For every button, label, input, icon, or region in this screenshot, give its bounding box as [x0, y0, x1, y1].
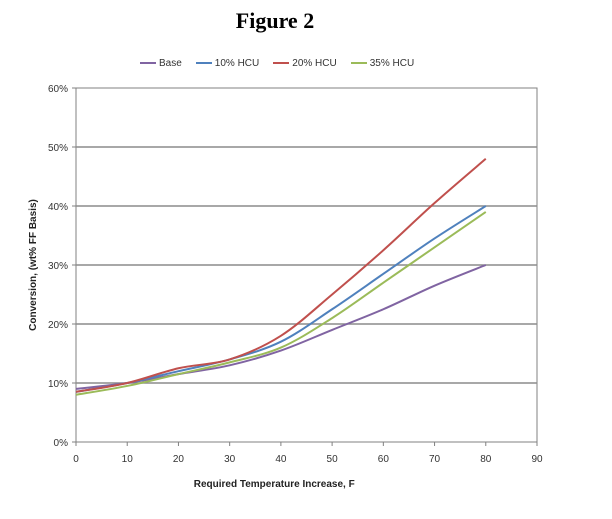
legend-swatch [195, 62, 212, 65]
legend-item-20-hcu: 20% HCU [273, 58, 337, 69]
x-tick-label: 10 [122, 454, 134, 465]
y-tick-label: 40% [48, 202, 68, 213]
legend-label: 20% HCU [292, 58, 337, 69]
series-line-35-hcu [75, 211, 487, 396]
legend-item-35-hcu: 35% HCU [350, 58, 415, 69]
x-tick-label: 20 [173, 454, 185, 465]
legend-label: Base [159, 58, 182, 69]
x-tick-label: 70 [429, 454, 441, 465]
y-axis-title: Conversion, (wt% FF Basis) [28, 199, 39, 331]
x-tick-label: 30 [224, 454, 236, 465]
x-tick-label: 50 [327, 454, 339, 465]
x-tick-label: 40 [275, 454, 287, 465]
x-tick-label: 80 [480, 454, 492, 465]
y-tick-label: 50% [48, 143, 68, 154]
legend-item-10-hcu: 10% HCU [195, 58, 260, 69]
y-tick-label: 20% [48, 320, 68, 331]
chart-legend: Base 10% HCU 20% HCU 35% HCU [140, 58, 428, 69]
x-tick-label: 90 [531, 454, 543, 465]
y-tick-label: 30% [48, 261, 68, 272]
y-tick-label: 0% [54, 438, 69, 449]
legend-swatch [273, 62, 290, 65]
legend-label: 10% HCU [214, 58, 260, 69]
y-tick-label: 60% [48, 84, 68, 95]
figure-title: Figure 2 [235, 8, 315, 33]
x-tick-label: 60 [378, 454, 390, 465]
x-axis-title: Required Temperature Increase, F [194, 479, 355, 490]
legend-swatch [350, 62, 367, 65]
legend-swatch [140, 62, 156, 65]
y-tick-label: 10% [48, 379, 68, 390]
legend-item-base: Base [140, 58, 182, 69]
legend-label: 35% HCU [369, 58, 415, 69]
x-tick-label: 0 [73, 454, 79, 465]
series-line-20-hcu [75, 158, 487, 393]
